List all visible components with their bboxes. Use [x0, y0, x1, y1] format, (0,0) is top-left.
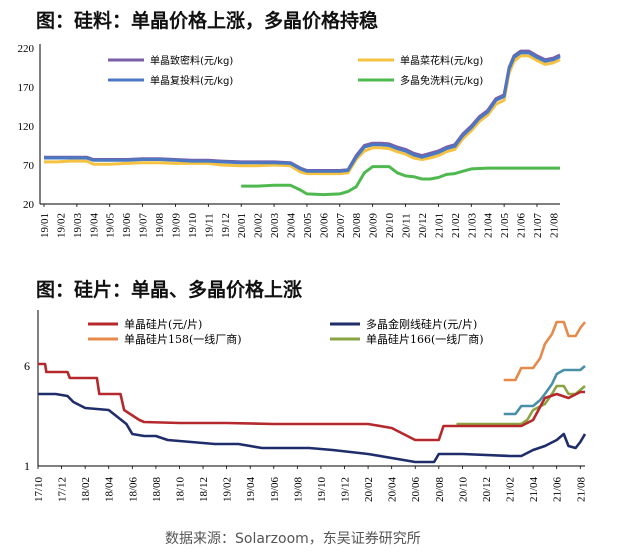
chart1-x-tick: 21/06 [516, 212, 528, 238]
chart1-x-tick: 19/06 [121, 212, 133, 238]
source-note: 数据来源：Solarzoom，东吴证券研究所 [165, 531, 421, 547]
chart1-x-tick: 21/04 [483, 212, 495, 238]
chart1-x-tick: 19/11 [203, 213, 215, 238]
chart1-x-tick: 19/08 [154, 212, 166, 238]
chart1-legend-label: 单晶菜花料(元/kg) [400, 54, 483, 67]
chart1-x-tick: 21/01 [433, 213, 445, 238]
chart2-x-tick: 20/10 [457, 476, 469, 502]
chart1-x-tick: 21/08 [548, 212, 560, 238]
chart1-y-tick: 220 [18, 43, 35, 55]
chart1-x-tick: 21/05 [499, 212, 511, 238]
chart2-series-line [38, 392, 587, 464]
chart2-x-tick: 21/02 [505, 477, 517, 502]
chart1-x-tick: 20/03 [269, 212, 281, 238]
chart1-x-tick: 19/05 [105, 212, 117, 238]
chart2-legend-label: 多晶金刚线硅片(元/片) [366, 317, 477, 331]
chart1-x-tick: 20/06 [318, 212, 330, 238]
chart2-y-tick: 1 [24, 459, 30, 473]
chart2-x-tick: 18/06 [127, 476, 139, 502]
chart1-svg: 20 70 120 170 220 19/01 19/02 19/03 19/04 19/05 19… [18, 43, 561, 238]
chart2-x-tick: 19/10 [316, 476, 328, 502]
chart2-x-tick: 21/06 [552, 476, 564, 502]
chart2-legend-label: 单晶硅片(元/片) [124, 318, 202, 331]
chart1-x-tick: 19/09 [170, 212, 182, 238]
chart1-x-tick: 20/04 [285, 212, 297, 238]
chart2-x-tick: 18/08 [151, 476, 163, 502]
chart2-x-tick: 18/02 [80, 477, 92, 502]
chart1-x-tick: 19/04 [88, 212, 100, 238]
chart2-x-tick: 21/04 [528, 476, 540, 502]
chart1-y-tick: 170 [18, 82, 35, 94]
chart1-x-tick: 19/12 [220, 213, 232, 238]
chart2-series-line [503, 320, 587, 382]
chart1-x-tick: 19/07 [138, 212, 150, 238]
chart1-x-tick: 20/09 [368, 212, 380, 238]
chart1-x-tick: 19/01 [39, 213, 51, 238]
chart2-x-tick: 19/12 [340, 477, 352, 502]
chart1-y-tick: 20 [23, 199, 35, 211]
chart1-x-tick: 19/03 [72, 212, 84, 238]
chart2-legend-label: 单晶硅片166(一线厂商) [366, 332, 484, 346]
chart2-x-tick: 17/10 [33, 476, 45, 502]
chart1-x-tick: 21/02 [450, 213, 462, 238]
chart1-legend-label: 多晶免洗料(元/kg) [400, 74, 483, 87]
chart2-x-tick: 21/08 [575, 476, 587, 502]
chart2-x-tick: 20/02 [363, 477, 375, 502]
chart1-series-line [44, 51, 561, 173]
chart1-y-tick: 120 [18, 121, 35, 133]
chart1-x-tick: 20/02 [253, 213, 265, 238]
chart2-x-tick: 19/06 [269, 476, 281, 502]
chart2-x-tick: 20/06 [410, 476, 422, 502]
chart2-x-tick: 20/04 [387, 476, 399, 502]
chart1-title: 图：硅料：单晶价格上涨，多晶价格持稳 [36, 10, 379, 32]
chart2-x-tick: 19/02 [222, 477, 234, 502]
chart1-x-tick: 20/07 [335, 212, 347, 238]
chart1-legend-label: 单晶复投料(元/kg) [150, 74, 233, 87]
chart1-y-tick: 70 [23, 160, 35, 172]
chart2-x-tick: 19/08 [292, 476, 304, 502]
chart1-x-tick: 19/10 [187, 212, 199, 238]
chart1-x-tick: 19/02 [55, 213, 67, 238]
chart2-x-tick: 20/08 [434, 476, 446, 502]
chart2-y-tick: 6 [24, 359, 30, 373]
chart2-title: 图：硅片：单晶、多晶价格上涨 [36, 279, 303, 301]
chart2-x-tick: 18/04 [104, 476, 116, 502]
chart1-x-tick: 20/10 [384, 212, 396, 238]
chart2-x-tick: 19/04 [245, 476, 257, 502]
chart1-series-line [44, 54, 561, 176]
chart1-x-tick: 20/08 [351, 212, 363, 238]
chart2-x-tick: 18/10 [174, 476, 186, 502]
chart1-x-tick: 20/05 [302, 212, 314, 238]
chart1-legend-label: 单晶致密料(元/kg) [150, 54, 233, 67]
chart2-legend-label: 单晶硅片158(一线厂商) [124, 332, 242, 346]
chart1-x-tick: 20/11 [401, 213, 413, 238]
chart1-x-tick: 21/07 [532, 212, 544, 238]
chart1-x-tick: 21/03 [466, 212, 478, 238]
chart1-x-tick: 20/12 [417, 213, 429, 238]
chart2-x-tick: 18/12 [198, 477, 210, 502]
chart2-series-line [503, 365, 586, 416]
chart2-x-tick: 17/12 [57, 477, 69, 502]
chart1-series-line [241, 165, 560, 197]
chart2-x-tick: 20/12 [481, 477, 493, 502]
chart1-x-tick: 20/01 [236, 213, 248, 238]
chart2-series-line [38, 362, 585, 442]
